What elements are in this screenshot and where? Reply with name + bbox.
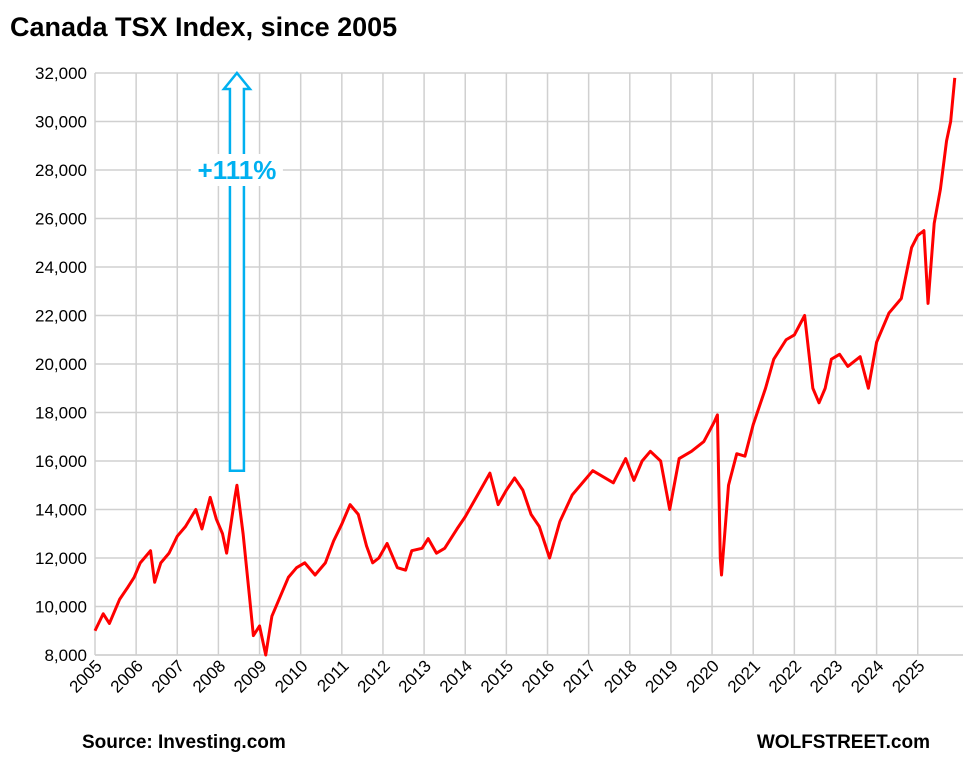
y-tick-label: 28,000 xyxy=(35,161,87,180)
chart-title: Canada TSX Index, since 2005 xyxy=(10,12,397,42)
source: Source: Investing.com xyxy=(82,732,286,753)
y-tick-label: 30,000 xyxy=(35,113,87,132)
annotation-label: +111% xyxy=(198,155,277,185)
x-tick-label: 2008 xyxy=(189,656,229,696)
y-tick-label: 10,000 xyxy=(35,598,87,617)
x-tick-label: 2022 xyxy=(765,656,805,696)
y-tick-label: 16,000 xyxy=(35,452,87,471)
x-tick-label: 2018 xyxy=(600,656,640,696)
y-tick-label: 20,000 xyxy=(35,355,87,374)
x-tick-label: 2024 xyxy=(847,656,887,696)
y-tick-label: 8,000 xyxy=(44,646,87,665)
y-tick-label: 24,000 xyxy=(35,258,87,277)
x-tick-label: 2017 xyxy=(559,656,599,696)
annotation-arrow xyxy=(221,71,253,472)
y-tick-label: 12,000 xyxy=(35,549,87,568)
x-tick-label: 2016 xyxy=(518,656,558,696)
y-tick-label: 18,000 xyxy=(35,404,87,423)
x-tick-label: 2011 xyxy=(313,656,352,695)
x-tick-label: 2023 xyxy=(806,656,846,696)
y-tick-label: 14,000 xyxy=(35,501,87,520)
x-tick-label: 2010 xyxy=(271,656,311,696)
x-tick-label: 2013 xyxy=(395,656,435,696)
y-tick-label: 26,000 xyxy=(35,210,87,229)
x-tick-label: 2020 xyxy=(683,656,723,696)
series-line xyxy=(93,77,957,657)
credit: WOLFSTREET.com xyxy=(757,732,930,753)
x-tick-label: 2025 xyxy=(888,656,928,696)
x-tick-label: 2009 xyxy=(230,656,270,696)
x-tick-label: 2014 xyxy=(436,656,476,696)
x-tick-label: 2019 xyxy=(642,656,682,696)
x-tick-label: 2006 xyxy=(107,656,147,696)
x-tick-label: 2007 xyxy=(148,656,188,696)
x-tick-label: 2015 xyxy=(477,656,517,696)
x-tick-label: 2021 xyxy=(724,656,764,696)
y-tick-label: 32,000 xyxy=(35,64,87,83)
y-tick-label: 22,000 xyxy=(35,307,87,326)
x-tick-label: 2012 xyxy=(354,656,394,696)
annotation-bg xyxy=(190,154,283,186)
